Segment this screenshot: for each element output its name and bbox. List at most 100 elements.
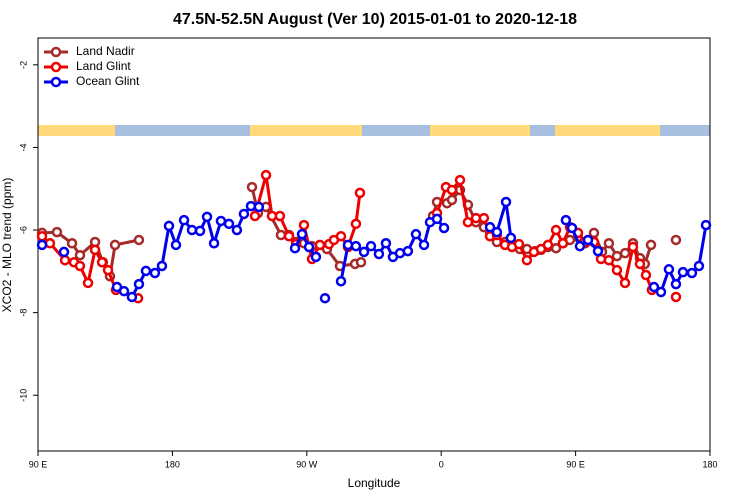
- point: [249, 210, 261, 222]
- point: [354, 187, 366, 199]
- point: [231, 224, 243, 236]
- point: [163, 220, 175, 232]
- point: [96, 257, 108, 268]
- point: [611, 250, 623, 262]
- point: [74, 260, 86, 272]
- point: [238, 208, 250, 220]
- point: [109, 239, 121, 251]
- chart-title: 47.5N-52.5N August (Ver 10) 2015-01-01 t…: [173, 11, 577, 28]
- point: [140, 265, 152, 277]
- point: [36, 239, 48, 251]
- point: [178, 214, 190, 226]
- point: [611, 264, 623, 276]
- point: [58, 246, 70, 258]
- legend-label: Land Nadir: [76, 44, 135, 58]
- x-tick-label: 180: [165, 459, 180, 469]
- point: [670, 291, 682, 303]
- point: [603, 238, 615, 249]
- y-tick-label: -6: [18, 226, 28, 234]
- point: [634, 258, 646, 270]
- point: [462, 216, 474, 228]
- point: [102, 264, 114, 276]
- point: [253, 201, 265, 213]
- land-ocean-mask: [38, 125, 710, 136]
- point: [505, 232, 517, 244]
- point: [645, 239, 657, 251]
- point: [588, 227, 600, 239]
- point: [319, 292, 331, 304]
- point: [303, 241, 315, 253]
- point: [619, 247, 631, 259]
- point: [603, 254, 615, 266]
- point: [310, 251, 322, 263]
- legend-marker: [50, 76, 62, 88]
- point: [59, 254, 71, 266]
- point: [700, 219, 712, 231]
- point: [342, 239, 354, 251]
- point: [402, 245, 414, 257]
- point: [74, 249, 86, 261]
- point: [560, 214, 572, 226]
- point: [431, 213, 443, 225]
- point: [246, 181, 258, 193]
- point: [491, 226, 503, 238]
- y-axis-label: XCO2 - MLO trend (ppm): [0, 178, 14, 313]
- x-tick-label: 90 E: [29, 459, 48, 469]
- point: [194, 225, 206, 237]
- point: [521, 254, 533, 266]
- point: [677, 266, 689, 278]
- point: [478, 212, 490, 224]
- legend-label: Land Glint: [76, 59, 131, 73]
- point: [380, 238, 392, 249]
- point: [170, 239, 182, 251]
- point: [126, 291, 138, 303]
- point: [156, 260, 168, 272]
- x-tick-label: 90 W: [296, 459, 318, 469]
- point: [566, 222, 578, 234]
- point: [186, 224, 198, 236]
- point: [260, 169, 272, 181]
- point: [693, 260, 705, 272]
- point: [542, 239, 554, 251]
- point: [500, 196, 512, 208]
- point: [484, 221, 496, 233]
- point: [686, 267, 698, 279]
- point: [670, 278, 682, 290]
- point: [215, 215, 227, 227]
- x-tick-label: 90 E: [566, 459, 585, 469]
- point: [335, 230, 347, 242]
- point: [133, 234, 145, 246]
- point: [663, 264, 675, 275]
- point: [133, 278, 145, 290]
- point: [82, 277, 94, 289]
- point: [289, 242, 301, 254]
- y-tick-label: -10: [18, 389, 28, 402]
- point: [355, 257, 367, 268]
- point: [283, 230, 295, 242]
- x-axis-label: Longitude: [348, 476, 401, 490]
- point: [89, 244, 101, 256]
- point: [574, 240, 586, 252]
- legend-marker: [50, 61, 62, 73]
- point: [619, 277, 631, 289]
- point: [670, 234, 682, 246]
- point: [36, 230, 48, 242]
- x-tick-label: 180: [702, 459, 717, 469]
- point: [373, 248, 385, 260]
- x-tick-label: 0: [439, 459, 444, 469]
- point: [592, 245, 604, 257]
- point: [335, 276, 347, 287]
- point: [454, 174, 466, 186]
- point: [275, 229, 287, 241]
- point: [350, 218, 362, 230]
- point: [513, 238, 525, 250]
- point: [365, 240, 377, 252]
- point: [446, 194, 458, 206]
- point: [51, 226, 63, 238]
- point: [557, 238, 569, 249]
- point: [438, 222, 450, 234]
- point: [410, 228, 422, 240]
- point: [648, 281, 660, 293]
- point: [358, 246, 370, 258]
- point: [446, 184, 458, 196]
